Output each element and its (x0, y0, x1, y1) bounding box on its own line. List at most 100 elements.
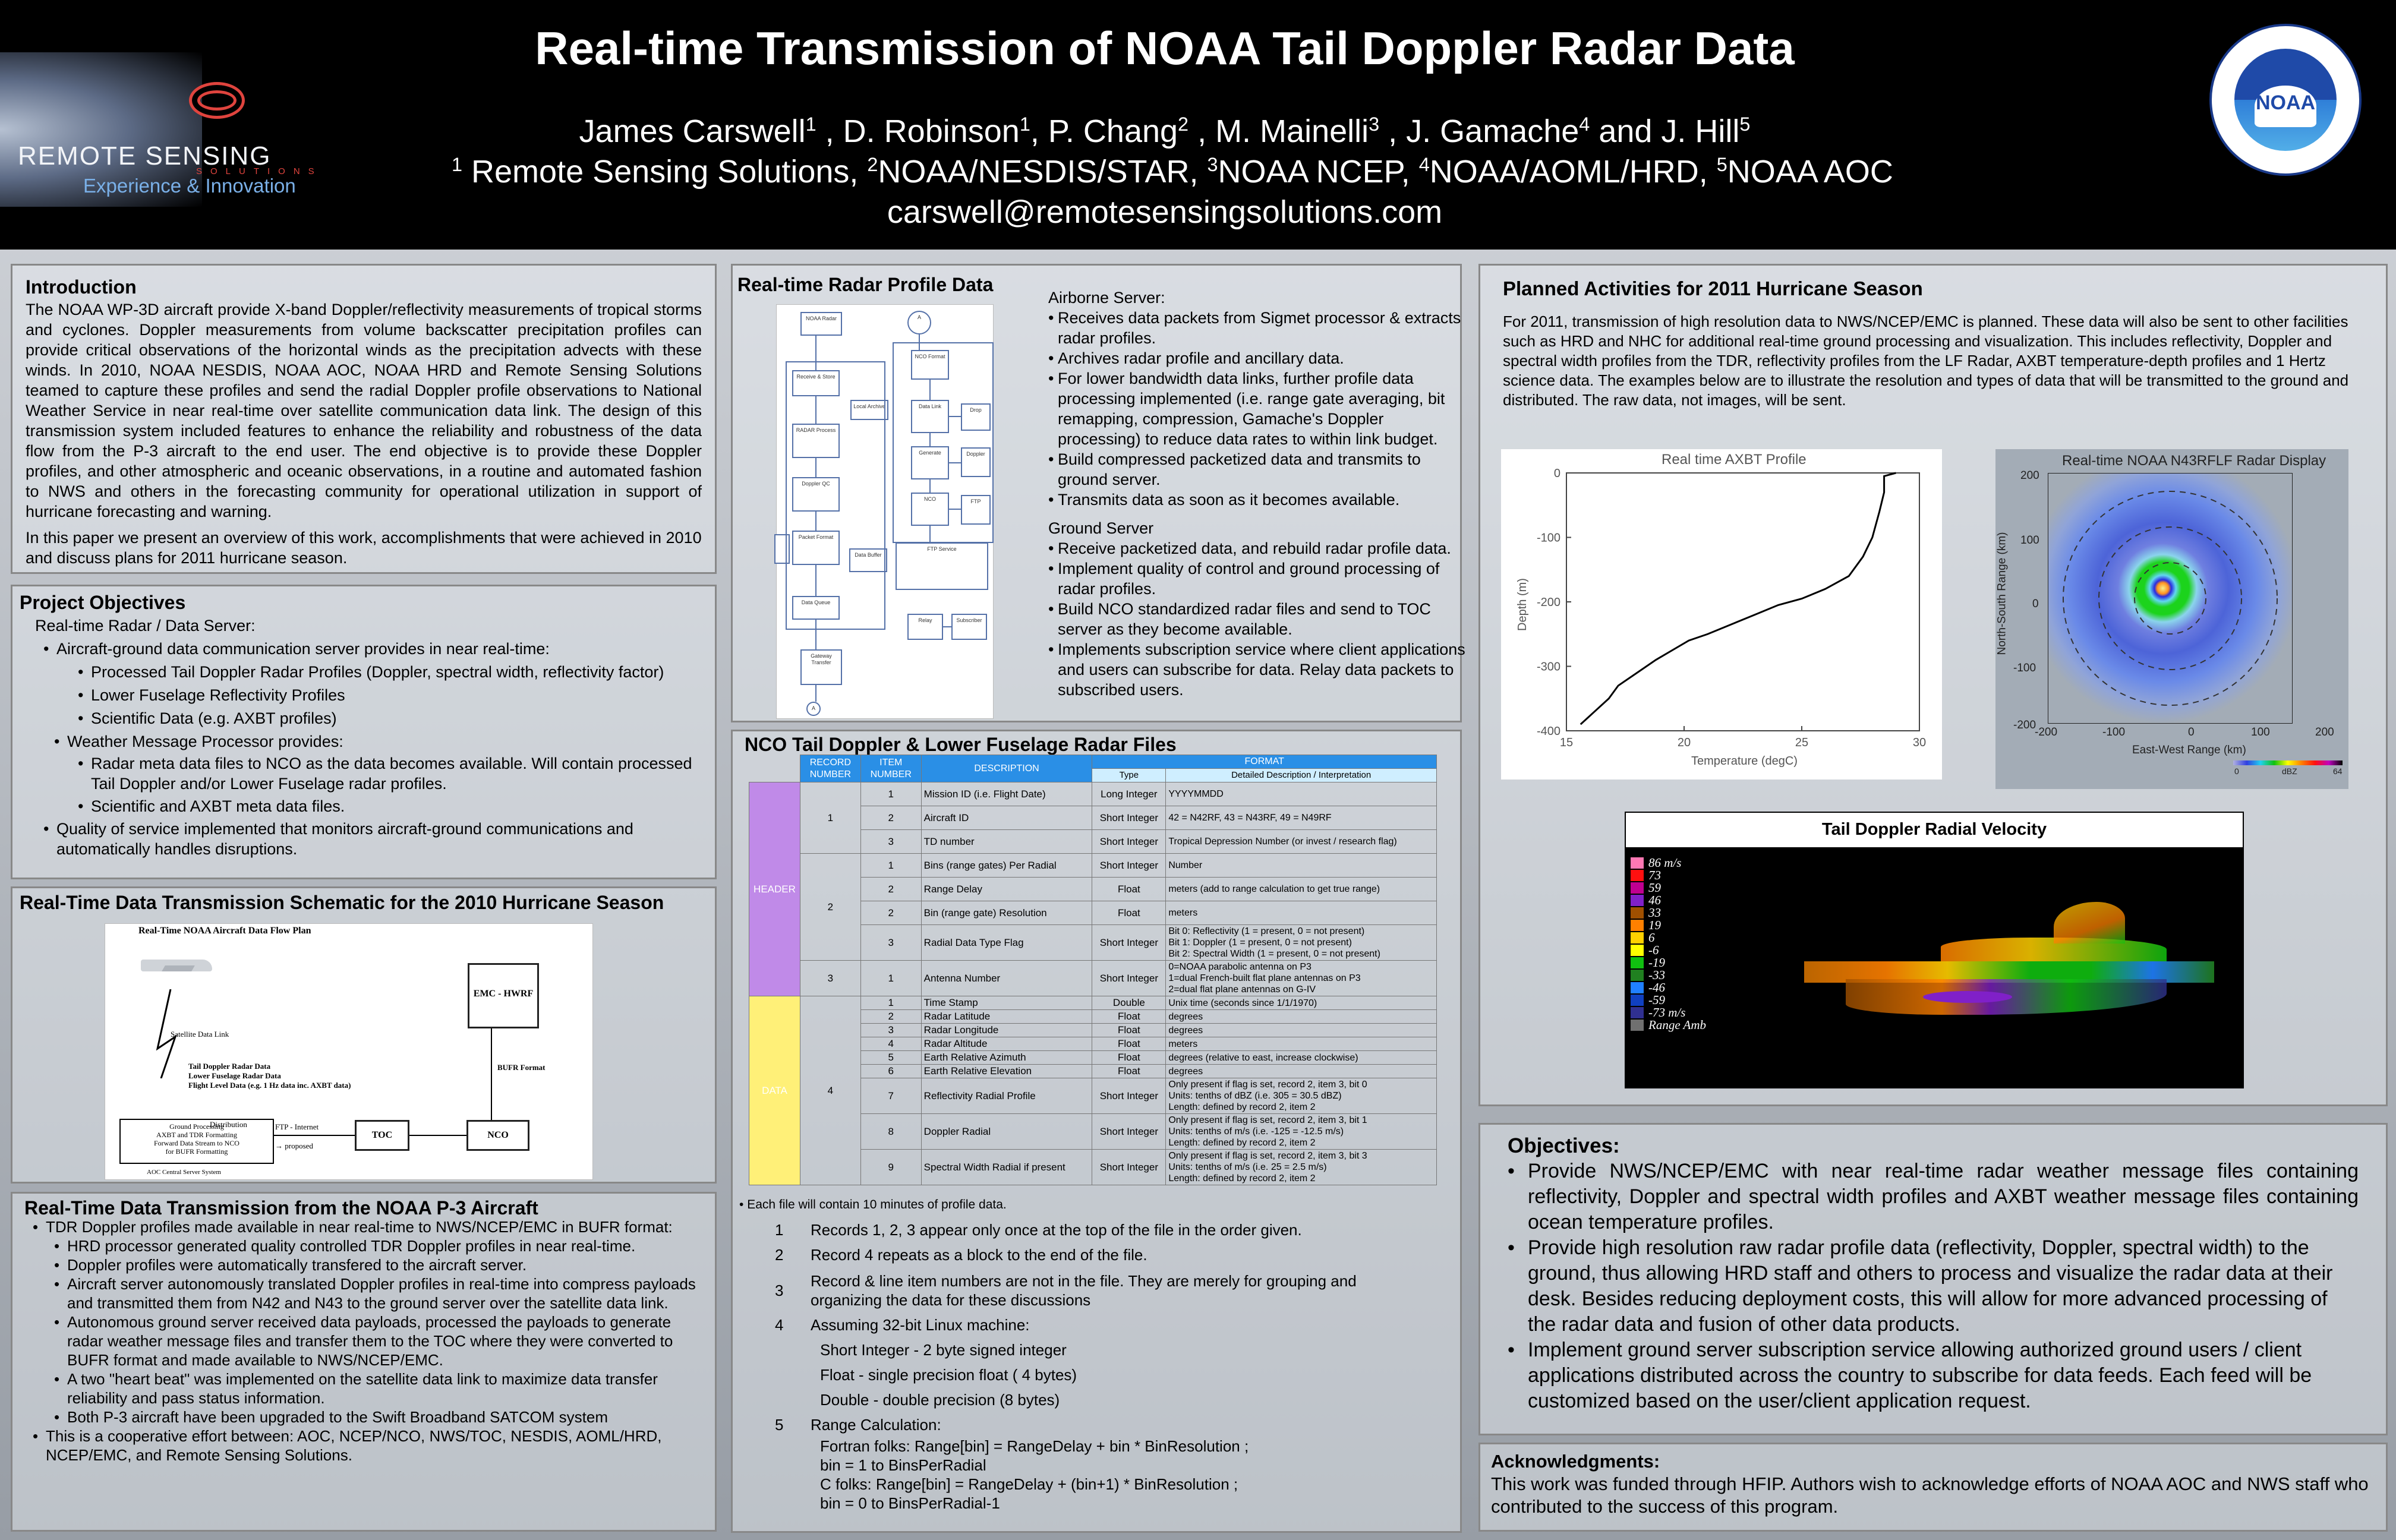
group-header: HEADER (749, 782, 800, 996)
item-type: Float (1092, 1050, 1167, 1065)
item-number: 6 (860, 1064, 922, 1078)
objective-item: Provide NWS/NCEP/EMC with near real-time… (1508, 1159, 2359, 1235)
item-number: 2 (860, 806, 922, 830)
legend-swatch (1631, 1020, 1644, 1031)
flight-level-label: Flight Level Data (e.g. 1 Hz data inc. A… (188, 1081, 351, 1090)
nco-table-row: 2 1 Bins (range gates) Per Radial Short Int… (749, 853, 1437, 961)
nco-note-sub: bin = 0 to BinsPerRadial-1 (820, 1494, 1000, 1512)
legend-label: 73 (1648, 868, 1661, 882)
item-type: Float (1092, 1009, 1167, 1024)
item-type: Float (1092, 1037, 1167, 1051)
legend-label: -46 (1648, 980, 1665, 995)
radar-xtick: -200 (2035, 726, 2058, 739)
item-number: 3 (860, 829, 922, 854)
nco-note-sub: bin = 1 to BinsPerRadial (820, 1456, 986, 1474)
rs-logo-tagline: Experience & Innovation (83, 175, 296, 197)
item-number: 2 (860, 1009, 922, 1024)
transmission-panel: Real-Time Data Transmission from the NOA… (11, 1192, 717, 1532)
item-type: Short Integer (1092, 960, 1167, 996)
legend-entry: Range Amb (1631, 1018, 1706, 1032)
axbt-xtick-label: 15 (1560, 736, 1573, 749)
flow-node: NCO Format (911, 350, 949, 380)
nco-table-row: 2 Range Delay Float meters (add to range ca… (749, 877, 1437, 901)
item-description: Mission ID (i.e. Flight Date) (920, 782, 1093, 806)
item-type: Float (1092, 901, 1167, 925)
flow-node: NOAA Radar (800, 312, 842, 336)
project-objectives-title: Project Objectives (20, 592, 186, 613)
axbt-xtick-label: 30 (1913, 736, 1926, 749)
flow-node: NCO (911, 493, 949, 526)
item-description: Reflectivity Radial Profile (920, 1078, 1093, 1114)
nco-table-row: 2 Radar Latitude Float degrees (749, 1009, 1437, 1024)
transmission-item: A two "heart beat" was implemented on th… (54, 1369, 703, 1408)
legend-swatch (1631, 882, 1644, 894)
item-type: Float (1092, 1023, 1167, 1037)
introduction-panel: Introduction The NOAA WP-3D aircraft pro… (11, 264, 717, 574)
legend-entry: 59 (1631, 881, 1706, 895)
flow-node (774, 534, 790, 564)
legend-swatch (1631, 895, 1644, 906)
satellite-link-arrow (156, 989, 177, 1078)
airborne-item: Transmits data as soon as it becomes ava… (1048, 490, 1467, 510)
ground-item: Implements subscription service where cl… (1048, 639, 1467, 700)
affiliations: 1 Remote Sensing Solutions, 2NOAA/NESDIS… (452, 154, 1893, 190)
axbt-ytick-label: 0 (1554, 467, 1560, 480)
emc-hwrf-box: EMC - HWRF (468, 963, 539, 1028)
legend-entry: 73 (1631, 868, 1706, 882)
transmission-item: Aircraft server autonomously translated … (54, 1274, 703, 1312)
flow-links (786, 334, 994, 702)
flow-node: Data Queue (792, 596, 840, 620)
radar-xtick: 100 (2251, 726, 2270, 739)
nco-format-table: RECORD NUMBER ITEM NUMBER DESCRIPTION FO… (749, 755, 1437, 1185)
item-number: 8 (860, 1113, 922, 1150)
gs-label: for BUFR Formatting (165, 1147, 228, 1156)
legend-label: 59 (1648, 881, 1661, 895)
record-number: 2 (799, 853, 861, 961)
item-description: Radial Data Type Flag (920, 924, 1093, 961)
ground-server-title: Ground Server (1048, 519, 1154, 537)
item-description: Aircraft ID (920, 806, 1093, 830)
nco-note-sub: Short Integer - 2 byte signed integer (820, 1341, 1067, 1359)
flow-node: FTP (961, 495, 991, 525)
legend-swatch (1631, 982, 1644, 993)
item-detail: 0=NOAA parabolic antenna on P3 1=dual Fre… (1165, 960, 1437, 996)
group-data: DATA (749, 996, 800, 1185)
toc-box: TOC (355, 1120, 409, 1151)
nco-note-sub: C folks: Range[bin] = RangeDelay + (bin+… (820, 1475, 1238, 1493)
axbt-xtick-label: 20 (1678, 736, 1691, 749)
flow-node: Generate (911, 446, 949, 479)
legend-entry: 33 (1631, 905, 1706, 920)
nco-note-item: Record 4 repeats as a block to the end o… (811, 1246, 1147, 1264)
contact-email[interactable]: carswell@remotesensingsolutions.com (887, 194, 1443, 230)
legend-label: 46 (1648, 893, 1661, 907)
legend-entry: -6 (1631, 943, 1706, 957)
transmission-item: HRD processor generated quality controll… (54, 1236, 703, 1255)
axbt-ylabel: Depth (m) (1515, 578, 1529, 631)
airborne-item: Archives radar profile and ancillary dat… (1048, 348, 1467, 368)
item-detail: Only present if flag is set, record 2, i… (1165, 1113, 1437, 1150)
item-detail: degrees (1165, 1064, 1437, 1078)
item-number: 1 (860, 853, 922, 878)
radar-range-rings (2048, 473, 2293, 724)
nco-table-row: 9 Spectral Width Radial if present Short I… (749, 1149, 1437, 1185)
item-type: Short Integer (1092, 806, 1167, 830)
col-detail: Detailed Description / Interpretation (1165, 768, 1437, 782)
item-detail: YYYYMMDD (1165, 782, 1437, 806)
radar-display-chart: Real-time NOAA N43RFLF Radar Display 200… (1995, 449, 2348, 789)
nco-table-row: DATA 4 1 Time Stamp Double Unix time (seconds… (749, 996, 1437, 1185)
server-flow-diagram: NOAA Radar A Receive & Store Local Archi… (774, 304, 994, 719)
item-description: Radar Latitude (920, 1009, 1093, 1024)
nco-files-title: NCO Tail Doppler & Lower Fuselage Radar … (745, 734, 1177, 755)
item-detail: meters (1165, 901, 1437, 925)
nco-table-row: 3 Radar Longitude Float degrees (749, 1023, 1437, 1037)
flow-node: Packet Format (792, 531, 840, 565)
item-type: Short Integer (1092, 1078, 1167, 1114)
item-description: Bins (range gates) Per Radial (920, 853, 1093, 878)
planned-title: Planned Activities for 2011 Hurricane Se… (1503, 277, 1923, 299)
item-number: 3 (860, 924, 922, 961)
nco-table-row: HEADER 1 1 Mission ID (i.e. Flight Date) Lon… (749, 782, 1437, 996)
item-type: Short Integer (1092, 1149, 1167, 1185)
legend-entry: -33 (1631, 968, 1706, 982)
radar-profile-text: Airborne Server: Receives data packets f… (1048, 288, 1467, 700)
radar-colorbar-label: 64 (2333, 766, 2343, 776)
